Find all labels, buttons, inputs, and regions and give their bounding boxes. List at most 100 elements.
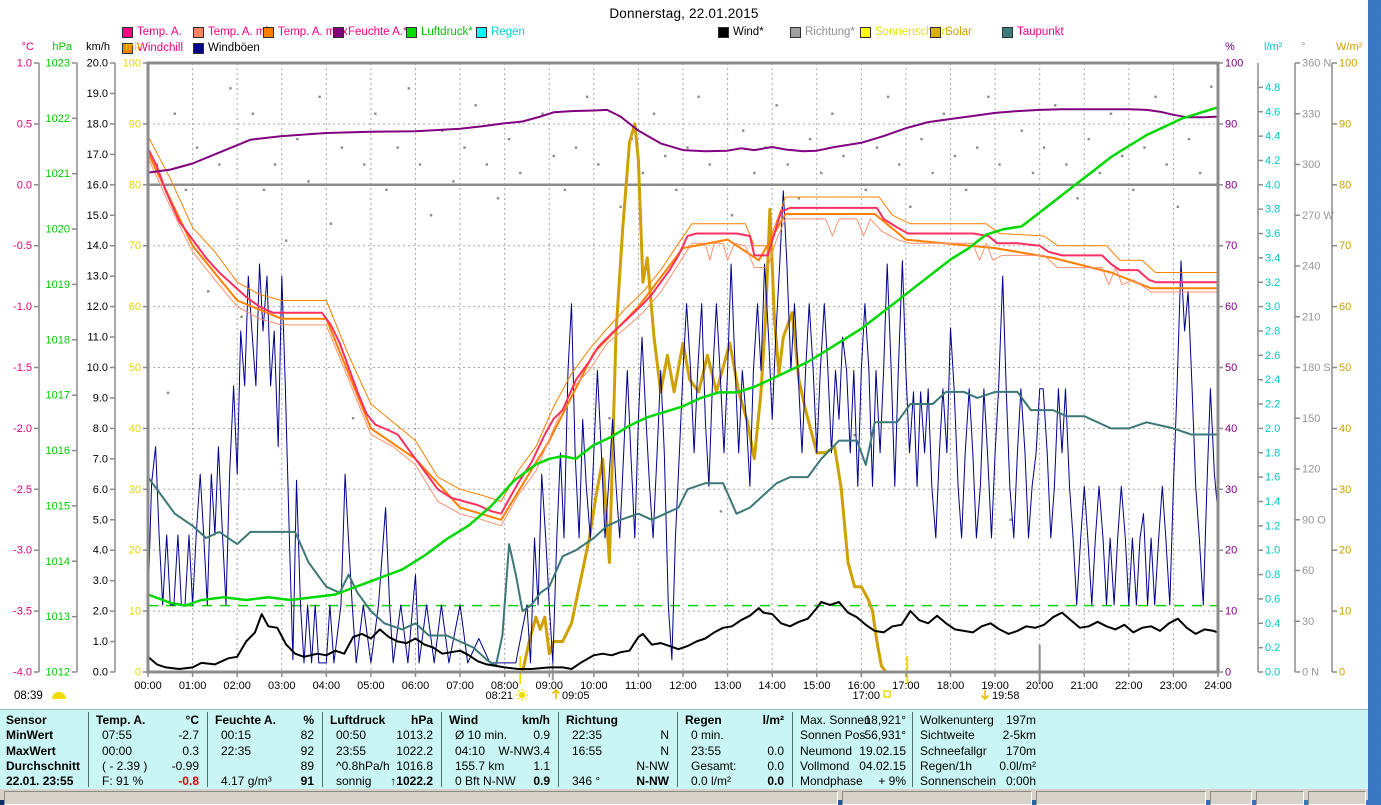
axis-label: 80 (1339, 179, 1351, 191)
axis-label: -2.0 (13, 423, 32, 435)
axis-label: 300 (1302, 159, 1320, 171)
axis-label: 22:00 (1115, 680, 1143, 692)
series-windb-en (147, 190, 1219, 664)
axis-label: 60 (1302, 565, 1314, 577)
axis-label: 30 (1339, 484, 1351, 496)
table-pair-value: 197m (1005, 713, 1036, 727)
axis-label: 0.0 (17, 179, 32, 191)
axis-label: 2.2 (1265, 399, 1280, 411)
sun-icon-ray (517, 697, 520, 700)
table-col-header: Richtung (566, 713, 618, 727)
wind-direction-dot (552, 154, 555, 158)
axis-label: 100 (123, 58, 141, 70)
axis-label: 1020 (46, 224, 70, 236)
wind-direction-dot (875, 146, 879, 149)
table-value: -0.8 (178, 774, 199, 789)
wind-direction-dot (753, 171, 756, 175)
axis-label: 1022 (46, 113, 70, 125)
table-separator (441, 712, 442, 787)
axis-label: 90 O (1302, 514, 1326, 526)
axis-label: 100 (1339, 58, 1357, 70)
table-row-label: Sensor (6, 713, 47, 727)
axis-label: 1015 (46, 500, 70, 512)
richtung-swatch-icon (790, 26, 801, 38)
axis-label: 270 W (1302, 210, 1334, 222)
wind-direction-dot (541, 112, 544, 115)
table-value: 1.1 (533, 758, 550, 773)
table-value-label: ( - 2.39 ) (102, 758, 148, 773)
legend-label: Luftdruck* (421, 26, 473, 38)
axis-label: 2.8 (1265, 325, 1280, 337)
wind-direction-dot (563, 188, 567, 192)
axis-label: 1.0 (1265, 545, 1280, 557)
legend-label: Feuchte A.* (348, 26, 408, 38)
table-value: -0.99 (171, 758, 199, 773)
status-panel (4, 791, 838, 805)
wind-direction-dot (574, 146, 578, 149)
series-solar (148, 122, 1218, 674)
axis-label: 17:00 (892, 680, 920, 692)
wind-direction-dot (641, 171, 645, 175)
axis-label: km/h (86, 41, 110, 53)
axis-label: 18:00 (937, 680, 965, 692)
axis-label: 240 (1302, 261, 1320, 273)
wind-direction-dot (697, 95, 700, 99)
wind-direction-dot (730, 214, 734, 217)
table-value-label: Ø 10 min. (455, 728, 508, 743)
axis-label: 5.0 (93, 514, 108, 526)
legend-label: Taupunkt (1017, 26, 1064, 38)
series-wind- (147, 601, 1219, 670)
table-col-unit: hPa (410, 713, 433, 727)
wind-direction-dot (775, 104, 778, 107)
wind-direction-dot (240, 315, 243, 318)
axis-label: 70 (129, 240, 141, 252)
legend-item-temp-a-min: Temp. A. min (193, 26, 274, 38)
legend-item-temp-a: Temp. A. (122, 26, 182, 38)
axis-label: 80 (1225, 179, 1237, 191)
axis-label: 100 (1225, 58, 1243, 70)
table-separator (88, 712, 89, 787)
table-row-label: Durchschnitt (6, 758, 81, 773)
table-pair-label: Regen/1h (920, 758, 973, 773)
axis-label: 02:00 (223, 680, 251, 692)
table-pair-value: 0.0l/m² (999, 758, 1036, 773)
axis-label: 60 (1225, 301, 1237, 313)
axis-label: 4.0 (1265, 179, 1280, 191)
wind-direction-dot (166, 391, 170, 395)
table-col-header: Wind (449, 713, 479, 727)
table-value: 1022.2 (396, 743, 433, 758)
wind-direction-dot (663, 154, 667, 158)
table-col-header: Luftdruck (330, 713, 386, 727)
sunset-label: 19:58 (992, 690, 1020, 702)
axis-label: W/m² (1336, 41, 1363, 53)
axis-label: 60 (1339, 301, 1351, 313)
table-value: 0.0 (767, 758, 784, 773)
table-value-label: 0 min. (691, 728, 724, 743)
axis-label: 0.0 (93, 667, 108, 679)
axis-label: 6.0 (93, 484, 108, 496)
table-col-header: Temp. A. (96, 713, 146, 727)
wind-direction-dot (953, 154, 957, 158)
legend-item-taupunkt: Taupunkt (1002, 26, 1064, 38)
table-value-label: 04:10 W-NW (455, 743, 534, 758)
wind-direction-dot (987, 95, 990, 99)
table-value-label: 00:00 (102, 743, 133, 758)
axis-label: 210 (1302, 311, 1320, 323)
wind-direction-dot (853, 433, 856, 437)
table-value: 0.3 (182, 743, 199, 758)
table-row-label: 22.01. 23:55 (6, 774, 74, 789)
axis-label: 24:00 (1204, 680, 1232, 692)
legend-item-temp-a-max: Temp. A. max (263, 26, 348, 38)
axis-label: 4.0 (93, 545, 108, 557)
legend-label: Temp. A. max (278, 26, 348, 38)
axis-label: 360 N (1302, 58, 1331, 70)
axis-label: 2.4 (1265, 374, 1280, 386)
axis-label: % (1225, 41, 1235, 53)
wind-direction-dot (318, 95, 321, 99)
axis-label: 15:00 (803, 680, 831, 692)
status-panel (1210, 791, 1252, 805)
axis-label: 40 (129, 423, 141, 435)
table-value: N (660, 743, 669, 758)
regen-swatch-icon (476, 26, 487, 38)
legend-item-wind: Wind* (718, 26, 764, 38)
